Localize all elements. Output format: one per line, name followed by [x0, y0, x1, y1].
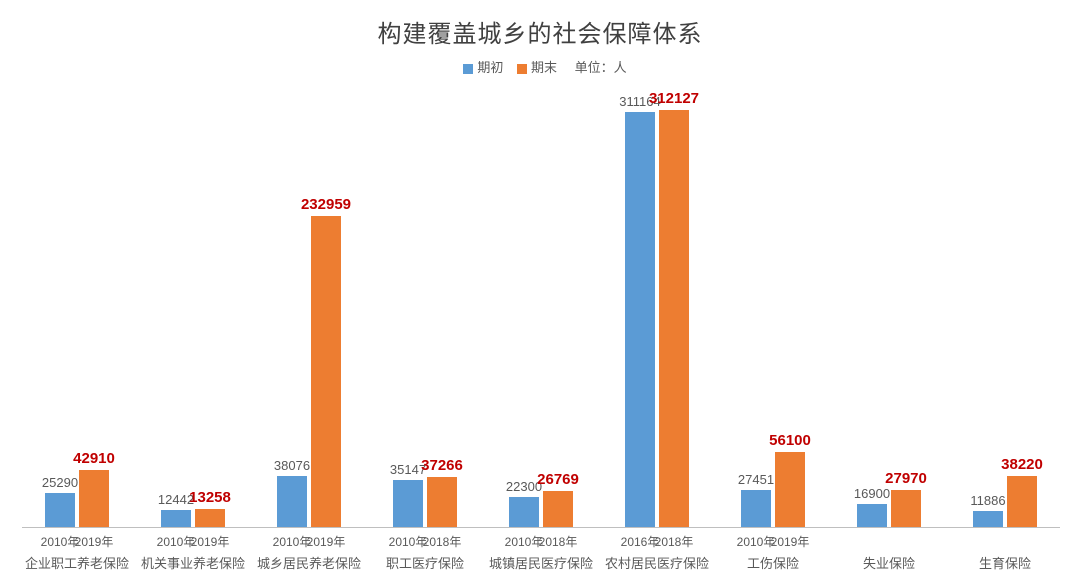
- year-label-1: 2010年: [273, 533, 312, 550]
- year-label-1: 2010年: [157, 533, 196, 550]
- value-label-series2: 27970: [885, 470, 927, 487]
- year-label-2: 2018年: [539, 533, 578, 550]
- bar-series2: [1007, 476, 1037, 527]
- bar-group: 27451561002010年2019年工伤保险: [741, 74, 805, 527]
- value-label-series2: 37266: [421, 457, 463, 474]
- chart-title: 构建覆盖城乡的社会保障体系: [18, 14, 1062, 49]
- legend-unit: 单位：人: [575, 60, 627, 75]
- bar-group: 1690027970失业保险: [857, 74, 921, 527]
- bar-series1: [45, 493, 75, 527]
- value-label-series2: 312127: [649, 90, 699, 107]
- year-label-1: 2010年: [505, 533, 544, 550]
- year-label-1: 2010年: [41, 533, 80, 550]
- bar-series1: [161, 510, 191, 527]
- year-label-2: 2018年: [655, 533, 694, 550]
- bar-series1: [277, 476, 307, 527]
- category-label: 失业保险: [863, 553, 915, 572]
- legend-label-1: 期初: [477, 60, 503, 75]
- year-label-2: 2019年: [191, 533, 230, 550]
- category-label: 生育保险: [979, 553, 1031, 572]
- value-label-series1: 11886: [970, 493, 1005, 508]
- category-label: 城乡居民养老保险: [257, 553, 361, 572]
- category-label: 职工医疗保险: [386, 553, 464, 572]
- value-label-series2: 42910: [73, 450, 115, 467]
- year-label-2: 2019年: [307, 533, 346, 550]
- bar-group: 35147372662010年2018年职工医疗保险: [393, 74, 457, 527]
- category-label: 农村居民医疗保险: [605, 553, 709, 572]
- bar-group: 3111643121272016年2018年农村居民医疗保险: [625, 74, 689, 527]
- bar-series2: [311, 216, 341, 527]
- bar-group: 380762329592010年2019年城乡居民养老保险: [277, 74, 341, 527]
- value-label-series1: 38076: [274, 458, 310, 473]
- value-label-series2: 13258: [189, 489, 231, 506]
- bar-series1: [509, 497, 539, 527]
- category-label: 机关事业养老保险: [141, 553, 245, 572]
- chart-container: 构建覆盖城乡的社会保障体系 期初 期末 单位：人 25290429102010年…: [0, 0, 1080, 586]
- bar-series2: [195, 509, 225, 527]
- bar-series2: [659, 110, 689, 527]
- value-label-series1: 25290: [42, 475, 78, 490]
- year-label-2: 2018年: [423, 533, 462, 550]
- year-label-1: 2010年: [389, 533, 428, 550]
- legend-swatch-2: [517, 64, 527, 74]
- year-label-1: 2016年: [621, 533, 660, 550]
- bar-series1: [741, 490, 771, 527]
- bar-series2: [543, 491, 573, 527]
- bar-group: 22300267692010年2018年城镇居民医疗保险: [509, 74, 573, 527]
- bar-series2: [427, 477, 457, 527]
- bar-group: 12442132582010年2019年机关事业养老保险: [161, 74, 225, 527]
- year-label-2: 2019年: [771, 533, 810, 550]
- year-label-1: 2010年: [737, 533, 776, 550]
- bar-series2: [891, 490, 921, 527]
- category-label: 工伤保险: [747, 553, 799, 572]
- legend-label-2: 期末: [531, 60, 557, 75]
- bar-series1: [625, 112, 655, 527]
- bar-series1: [393, 480, 423, 527]
- bar-group: 1188638220生育保险: [973, 74, 1037, 527]
- year-label-2: 2019年: [75, 533, 114, 550]
- value-label-series2: 232959: [301, 196, 351, 213]
- legend-swatch-1: [463, 64, 473, 74]
- bar-group: 25290429102010年2019年企业职工养老保险: [45, 74, 109, 527]
- bar-series1: [857, 504, 887, 527]
- value-label-series2: 56100: [769, 432, 811, 449]
- plot-area: 25290429102010年2019年企业职工养老保险 124421325820…: [22, 74, 1060, 528]
- value-label-series2: 38220: [1001, 456, 1043, 473]
- value-label-series1: 27451: [738, 472, 774, 487]
- bar-series2: [775, 452, 805, 527]
- bar-series1: [973, 511, 1003, 527]
- category-label: 企业职工养老保险: [25, 553, 129, 572]
- value-label-series2: 26769: [537, 471, 579, 488]
- category-label: 城镇居民医疗保险: [489, 553, 593, 572]
- value-label-series1: 16900: [854, 486, 890, 501]
- bar-series2: [79, 470, 109, 527]
